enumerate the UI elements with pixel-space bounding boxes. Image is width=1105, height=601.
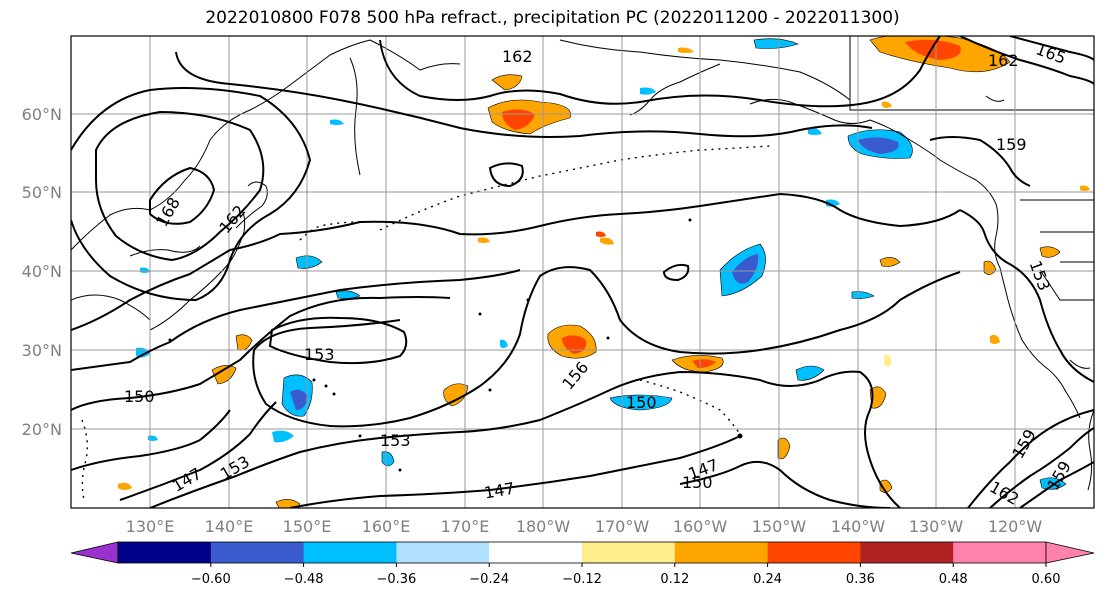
colorbar-tick-label: −0.36 [376,572,416,587]
lat-label: 20°N [22,420,62,439]
lon-label: 150°W [752,517,807,536]
colorbar-cell [582,542,676,563]
colorbar-tick-label: −0.60 [191,572,231,587]
colorbar-cell [953,542,1047,563]
colorbar-extend-max [1045,541,1095,564]
colorbar-tick-label: −0.24 [469,572,509,587]
colorbar-extend-min [70,541,119,564]
colorbar-cell [674,542,769,563]
contour-label: 159 [996,135,1027,154]
colorbar-cell [118,542,212,563]
colorbar-tick-label: 0.24 [753,572,782,587]
colorbar-tick-label: 0.36 [846,572,875,587]
longitude-labels: 130°E 140°E 150°E 160°E 170°E 180°W 170°… [126,517,1043,536]
lat-label: 30°N [22,341,62,360]
graticule [71,36,1094,508]
refractivity-contours [71,36,1094,508]
lon-label: 120°W [988,517,1043,536]
lon-label: 140°W [831,517,886,536]
lat-label: 40°N [22,262,62,281]
colorbar-tick-label: −0.48 [284,572,324,587]
colorbar-cell [860,542,954,563]
contour-label: 153 [380,431,411,450]
lon-label: 160°E [362,517,411,536]
map-title: 2022010800 F078 500 hPa refract., precip… [205,8,900,28]
lon-label: 160°W [673,517,728,536]
lon-label: 170°W [595,517,650,536]
lon-label: 170°E [441,517,490,536]
colorbar-cell [767,542,861,563]
colorbar-cell [489,542,583,563]
colorbar-cell [210,542,305,563]
map-frame [70,35,1095,509]
colorbar-cell [396,542,490,563]
contour-label: 153 [304,345,335,364]
contour-label: 150 [124,387,155,406]
lon-label: 140°E [205,517,254,536]
colorbar-cell [303,542,397,563]
lat-label: 50°N [22,183,62,202]
contour-label: 162 [502,47,533,66]
latitude-labels: 60°N 50°N 40°N 30°N 20°N [22,105,62,439]
colorbar-tick-label: 0.48 [939,572,968,587]
lat-label: 60°N [22,105,62,124]
lon-label: 130°W [909,517,964,536]
lon-label: 130°E [126,517,175,536]
contour-label: 150 [682,473,713,492]
colorbar-ticks: −0.60 −0.48 −0.36 −0.24 −0.12 0.12 0.24 0.36 0.4… [191,563,1061,587]
map-plot-area: 162 162 168 162 159 153 153 150 153 153 … [71,36,1094,508]
colorbar: −0.60 −0.48 −0.36 −0.24 −0.12 0.12 0.24 0.36 0.4… [70,541,1095,587]
coastlines [71,36,1094,491]
colorbar-tick-label: −0.12 [562,572,602,587]
colorbar-tick-label: 0.60 [1032,572,1061,587]
contour-label: 162 [988,51,1019,70]
colorbar-tick-label: 0.12 [660,572,689,587]
lon-label: 180°W [516,517,571,536]
lon-label: 150°E [283,517,332,536]
contour-label: 150 [626,393,657,412]
